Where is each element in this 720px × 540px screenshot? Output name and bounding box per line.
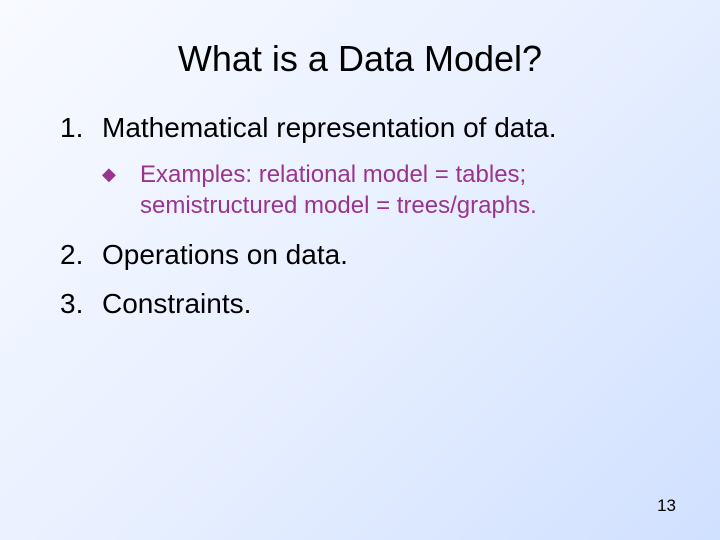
list-text-1: Mathematical representation of data.: [102, 110, 670, 145]
list-number-1: 1.: [60, 110, 102, 145]
page-number: 13: [657, 496, 676, 516]
list-item-3: 3. Constraints.: [60, 286, 670, 321]
list-item-1: 1. Mathematical representation of data.: [60, 110, 670, 145]
list-item-2: 2. Operations on data.: [60, 237, 670, 272]
slide-content: 1. Mathematical representation of data. …: [0, 110, 720, 321]
sub-item-1: ◆ Examples: relational model = tables; s…: [60, 159, 670, 221]
list-number-2: 2.: [60, 237, 102, 272]
sub-text-1: Examples: relational model = tables; sem…: [140, 159, 670, 221]
slide-title: What is a Data Model?: [0, 0, 720, 110]
diamond-bullet-icon: ◆: [102, 159, 140, 221]
list-text-3: Constraints.: [102, 286, 670, 321]
list-text-2: Operations on data.: [102, 237, 670, 272]
list-number-3: 3.: [60, 286, 102, 321]
